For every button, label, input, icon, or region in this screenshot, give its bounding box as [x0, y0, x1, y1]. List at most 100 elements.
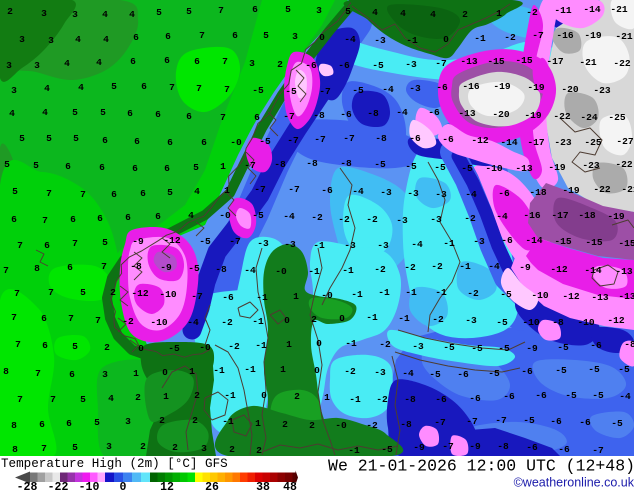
svg-text:-5: -5: [285, 86, 297, 97]
svg-text:5: 5: [33, 160, 39, 171]
svg-text:5: 5: [46, 133, 52, 144]
svg-text:-3: -3: [377, 240, 389, 251]
svg-text:6: 6: [39, 419, 45, 430]
svg-text:7: 7: [17, 240, 23, 251]
svg-text:0: 0: [162, 367, 168, 378]
svg-text:3: 3: [41, 8, 47, 19]
svg-text:-1: -1: [255, 340, 267, 351]
svg-text:-3: -3: [344, 240, 356, 251]
svg-text:-5: -5: [611, 418, 623, 429]
svg-text:5: 5: [80, 394, 86, 405]
svg-text:6: 6: [99, 162, 105, 173]
svg-text:5: 5: [102, 237, 108, 248]
svg-text:4: 4: [430, 9, 436, 20]
svg-text:-5: -5: [592, 390, 604, 401]
svg-text:48: 48: [283, 481, 297, 490]
svg-text:6: 6: [164, 55, 170, 66]
svg-text:26: 26: [205, 481, 219, 490]
svg-text:3: 3: [292, 31, 298, 42]
svg-text:5: 5: [12, 186, 18, 197]
svg-text:-14: -14: [525, 235, 543, 246]
svg-text:-5: -5: [259, 136, 271, 147]
svg-text:-7: -7: [592, 445, 604, 456]
svg-text:4: 4: [103, 34, 109, 45]
svg-text:-2: -2: [374, 264, 386, 275]
svg-text:-4: -4: [619, 391, 631, 402]
svg-text:2: 2: [256, 445, 262, 456]
svg-text:-0: -0: [219, 210, 231, 221]
svg-text:-4: -4: [402, 368, 414, 379]
svg-text:-5: -5: [555, 365, 567, 376]
svg-text:6: 6: [252, 4, 258, 15]
svg-text:-2: -2: [404, 262, 416, 273]
svg-text:-7: -7: [343, 133, 355, 144]
svg-text:-1: -1: [313, 240, 325, 251]
svg-text:6: 6: [65, 161, 71, 172]
svg-text:-4: -4: [187, 317, 199, 328]
svg-text:-6: -6: [535, 390, 547, 401]
svg-text:-6: -6: [521, 366, 533, 377]
svg-text:-7: -7: [466, 416, 478, 427]
svg-text:-7: -7: [319, 86, 331, 97]
svg-text:-6: -6: [526, 442, 538, 453]
svg-text:-19: -19: [493, 81, 511, 92]
svg-text:4: 4: [188, 210, 194, 221]
svg-text:3: 3: [125, 416, 131, 427]
svg-text:2: 2: [294, 391, 300, 402]
svg-text:-14: -14: [584, 265, 602, 276]
svg-text:-17: -17: [527, 137, 545, 148]
svg-text:-1: -1: [351, 289, 363, 300]
svg-text:0: 0: [339, 313, 345, 324]
svg-text:4: 4: [96, 57, 102, 68]
svg-text:-1: -1: [398, 313, 410, 324]
svg-text:0: 0: [284, 315, 290, 326]
svg-text:-8: -8: [552, 317, 564, 328]
svg-text:-17: -17: [551, 210, 569, 221]
svg-text:-13: -13: [460, 56, 478, 67]
svg-text:-6: -6: [579, 417, 591, 428]
svg-text:-1: -1: [378, 287, 390, 298]
svg-text:-6: -6: [321, 185, 333, 196]
svg-text:-2: -2: [431, 261, 443, 272]
svg-text:-6: -6: [305, 60, 317, 71]
svg-text:-10: -10: [79, 481, 100, 490]
svg-text:-5: -5: [381, 444, 393, 455]
svg-text:-3: -3: [473, 236, 485, 247]
svg-text:1: 1: [324, 392, 330, 403]
svg-text:6: 6: [70, 214, 76, 225]
svg-text:6: 6: [66, 418, 72, 429]
svg-text:6: 6: [102, 135, 108, 146]
svg-text:-4: -4: [488, 261, 500, 272]
svg-text:-2: -2: [526, 7, 538, 18]
svg-text:2: 2: [110, 287, 116, 298]
svg-text:6: 6: [127, 108, 133, 119]
svg-text:-2: -2: [464, 213, 476, 224]
svg-text:38: 38: [256, 481, 270, 490]
svg-text:7: 7: [72, 238, 78, 249]
svg-text:-3: -3: [465, 315, 477, 326]
svg-text:-5: -5: [374, 159, 386, 170]
svg-text:-6: -6: [338, 60, 350, 71]
svg-text:-12: -12: [163, 235, 181, 246]
svg-text:-3: -3: [409, 83, 421, 94]
svg-text:-2: -2: [504, 32, 516, 43]
svg-text:7: 7: [196, 83, 202, 94]
svg-text:0: 0: [319, 32, 325, 43]
svg-text:2: 2: [194, 390, 200, 401]
svg-text:-6: -6: [469, 393, 481, 404]
svg-text:-8: -8: [340, 158, 352, 169]
svg-text:0: 0: [314, 365, 320, 376]
svg-text:-1: -1: [366, 312, 378, 323]
svg-text:-5: -5: [496, 317, 508, 328]
svg-text:6: 6: [140, 188, 146, 199]
svg-text:0: 0: [316, 338, 322, 349]
svg-text:7: 7: [222, 56, 228, 67]
svg-text:-15: -15: [515, 55, 533, 66]
svg-text:8: 8: [12, 444, 18, 455]
svg-text:2: 2: [311, 314, 317, 325]
svg-text:7: 7: [95, 315, 101, 326]
svg-text:-15: -15: [487, 56, 505, 67]
svg-text:-6: -6: [409, 133, 421, 144]
svg-text:-3: -3: [405, 59, 417, 70]
svg-text:-13: -13: [615, 266, 633, 277]
